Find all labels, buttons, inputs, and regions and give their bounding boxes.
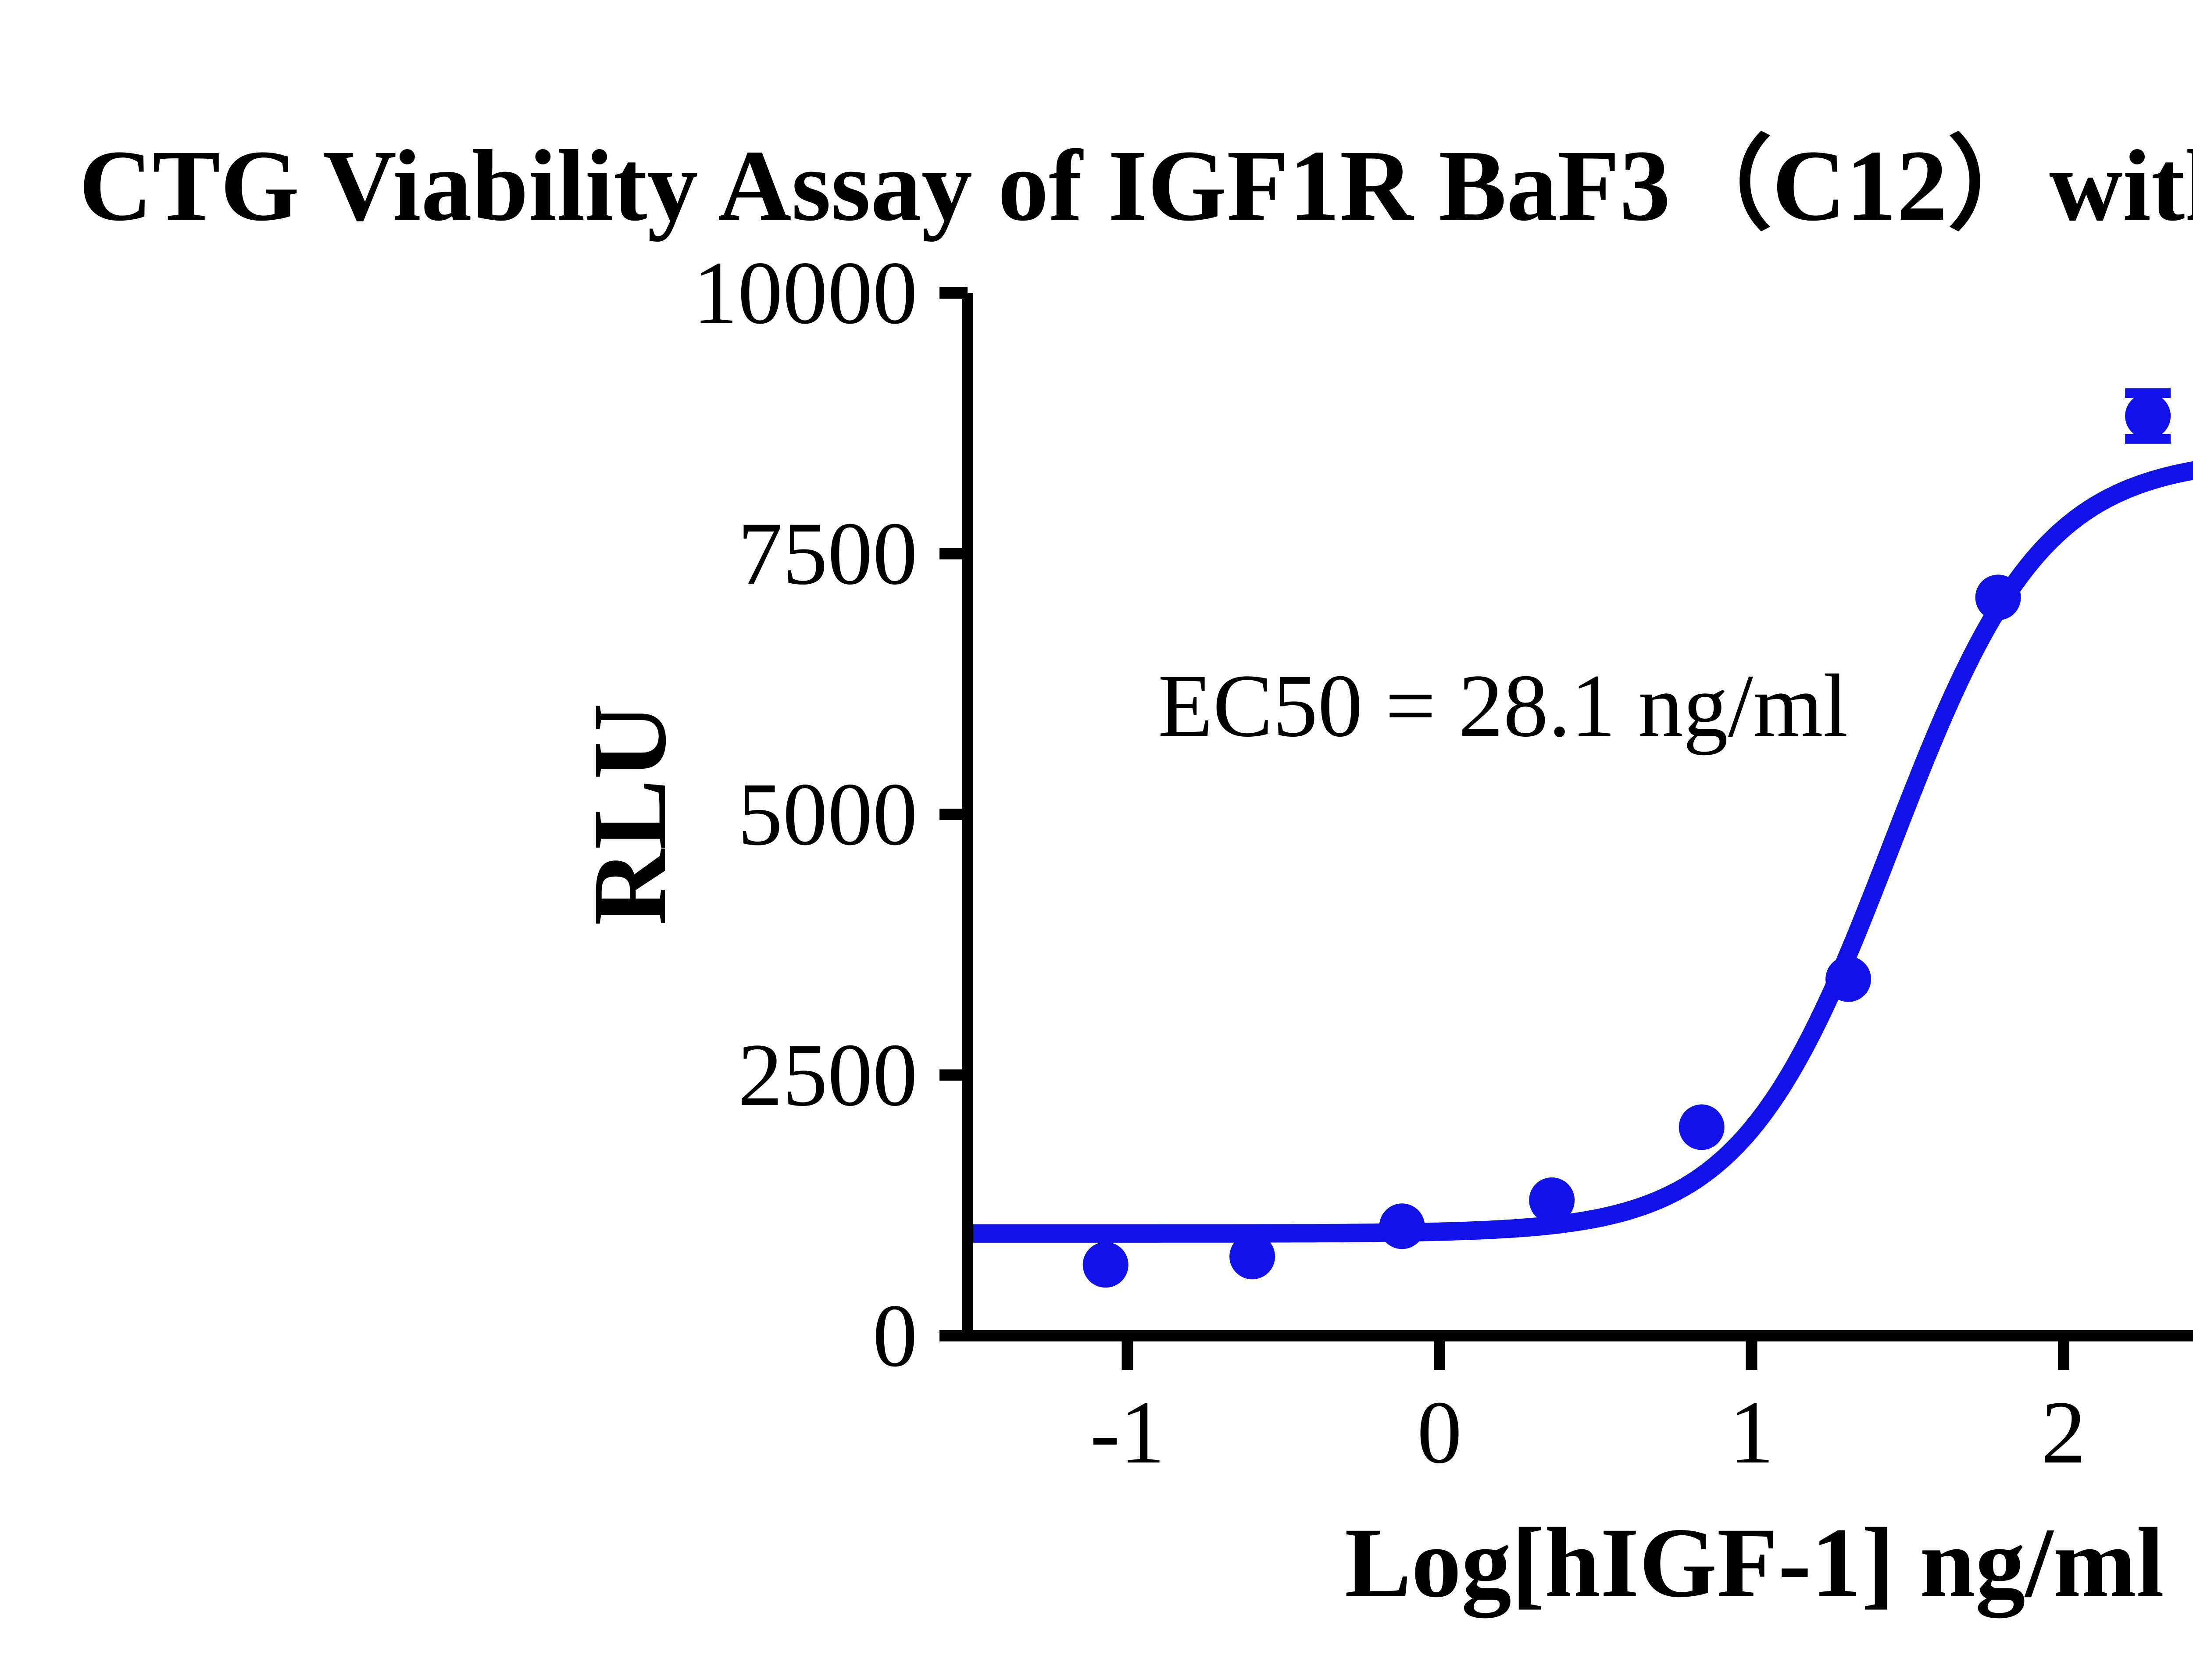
data-point [1825,956,1872,1002]
x-tick-label: 2 [2041,1383,2086,1482]
fit-curve [961,461,2193,1243]
data-point [2125,393,2171,439]
data-point [1379,1203,1425,1249]
axes-layer [939,287,2193,1370]
y-tick-label: 2500 [738,1025,918,1125]
data-points-layer [1082,393,2171,1288]
x-tick-label: 0 [1417,1383,1462,1482]
x-axis-title: Log[hIGF-1] ng/ml [1345,1508,2164,1619]
y-tick-label: 7500 [738,504,918,603]
data-point [1229,1234,1275,1280]
data-point [1679,1104,1725,1150]
x-tick-label: 1 [1729,1383,1774,1482]
ec50-annotation: EC50 = 28.1 ng/ml [1158,656,1848,756]
data-point [1975,574,2021,621]
y-tick-label: 0 [873,1286,918,1386]
data-point [1529,1177,1575,1223]
y-tick-label: 5000 [738,765,918,864]
fit-curve-layer [961,461,2193,1243]
y-axis-title: RLU [571,703,688,926]
chart-title: CTG Viability Assay of IGF1R BaF3（C12）wi… [79,129,2193,242]
data-point [1082,1242,1129,1288]
y-tick-label: 10000 [693,243,918,343]
x-tick-label: -1 [1090,1383,1165,1482]
